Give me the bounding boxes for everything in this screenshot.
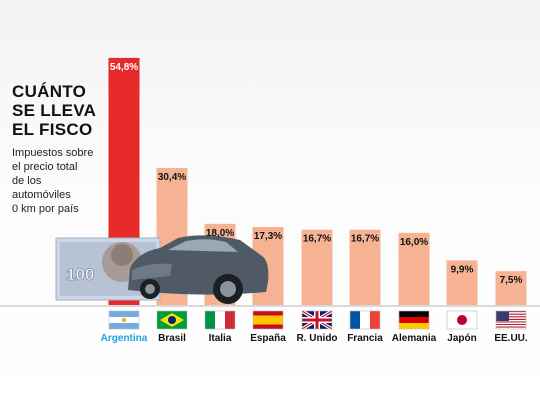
value-label-5: 16,7% bbox=[351, 234, 379, 245]
value-label-1: 30,4% bbox=[158, 172, 186, 183]
bar-5 bbox=[349, 229, 381, 305]
value-label-7: 9,9% bbox=[451, 264, 474, 275]
usa-flag-icon bbox=[495, 310, 527, 330]
title-line-1: CUÁNTO bbox=[12, 82, 87, 101]
value-label-0: 54,8% bbox=[110, 62, 138, 73]
value-label-6: 16,0% bbox=[400, 237, 428, 248]
bar-6 bbox=[398, 232, 430, 305]
country-label-4: R. Unido bbox=[296, 333, 337, 344]
value-label-3: 17,3% bbox=[254, 231, 282, 242]
germany-flag-icon bbox=[398, 310, 430, 330]
bar-7 bbox=[446, 260, 478, 305]
value-label-4: 16,7% bbox=[303, 234, 331, 245]
france-flag-icon bbox=[349, 310, 381, 330]
bar-4 bbox=[301, 229, 333, 305]
chart-title: CUÁNTO SE LLEVA EL FISCO bbox=[12, 82, 96, 139]
country-label-1: Brasil bbox=[158, 333, 186, 344]
subtitle-line-3: de los bbox=[12, 175, 42, 187]
bar-8 bbox=[495, 271, 527, 305]
uk-flag-icon bbox=[301, 309, 333, 331]
banknote-value: 100 bbox=[66, 265, 94, 284]
title-line-2: SE LLEVA bbox=[12, 101, 97, 120]
country-label-8: EE.UU. bbox=[494, 333, 528, 344]
italy-flag-icon bbox=[204, 310, 236, 330]
brazil-flag-icon bbox=[156, 310, 188, 330]
subtitle-line-1: Impuestos sobre bbox=[12, 147, 94, 159]
argentina-flag-icon bbox=[108, 310, 140, 330]
country-label-6: Alemania bbox=[392, 333, 437, 344]
japan-flag-icon bbox=[446, 310, 478, 330]
subtitle-line-4: automóviles bbox=[12, 189, 71, 201]
value-label-2: 18,0% bbox=[206, 228, 234, 239]
country-label-3: España bbox=[250, 333, 286, 344]
country-label-2: Italia bbox=[209, 333, 232, 344]
subtitle-line-5: 0 km por país bbox=[12, 203, 79, 215]
car-illustration: 100 bbox=[55, 235, 269, 304]
country-label-5: Francia bbox=[347, 333, 383, 344]
car-icon bbox=[128, 235, 269, 304]
value-label-8: 7,5% bbox=[500, 275, 523, 286]
country-label-7: Japón bbox=[447, 333, 476, 344]
baseline bbox=[0, 305, 540, 307]
spain-flag-icon bbox=[252, 310, 284, 330]
subtitle-line-2: el precio total bbox=[12, 161, 78, 173]
title-line-3: EL FISCO bbox=[12, 120, 93, 139]
country-label-0: Argentina bbox=[101, 333, 148, 344]
chart-subtitle: Impuestos sobre el precio total de los a… bbox=[12, 146, 112, 216]
